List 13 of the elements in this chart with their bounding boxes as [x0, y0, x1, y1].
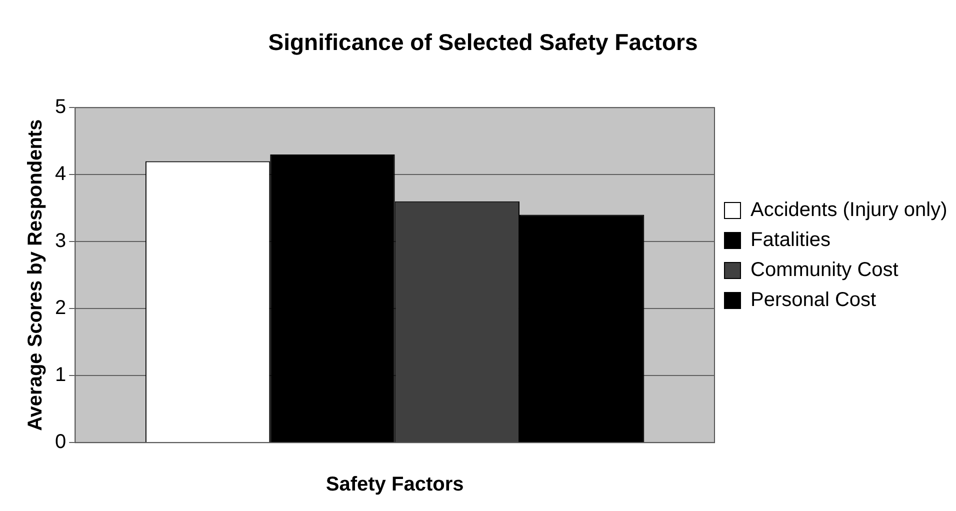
- x-axis-title: Safety Factors: [326, 474, 464, 496]
- y-tick-label: 3: [55, 230, 66, 252]
- chart-title: Significance of Selected Safety Factors: [268, 29, 698, 56]
- y-axis-title: Average Scores by Respondents: [24, 119, 47, 431]
- y-tick-label: 2: [55, 297, 66, 320]
- legend-label: Accidents (Injury only): [750, 199, 948, 222]
- legend-label: Fatalities: [750, 229, 831, 252]
- y-tick-label: 5: [55, 96, 66, 118]
- y-tick-label: 4: [55, 163, 66, 186]
- y-tick-label: 1: [55, 364, 66, 386]
- y-tick-label: 0: [55, 431, 66, 454]
- legend-label: Community Cost: [750, 259, 899, 282]
- legend-label: Personal Cost: [750, 289, 877, 312]
